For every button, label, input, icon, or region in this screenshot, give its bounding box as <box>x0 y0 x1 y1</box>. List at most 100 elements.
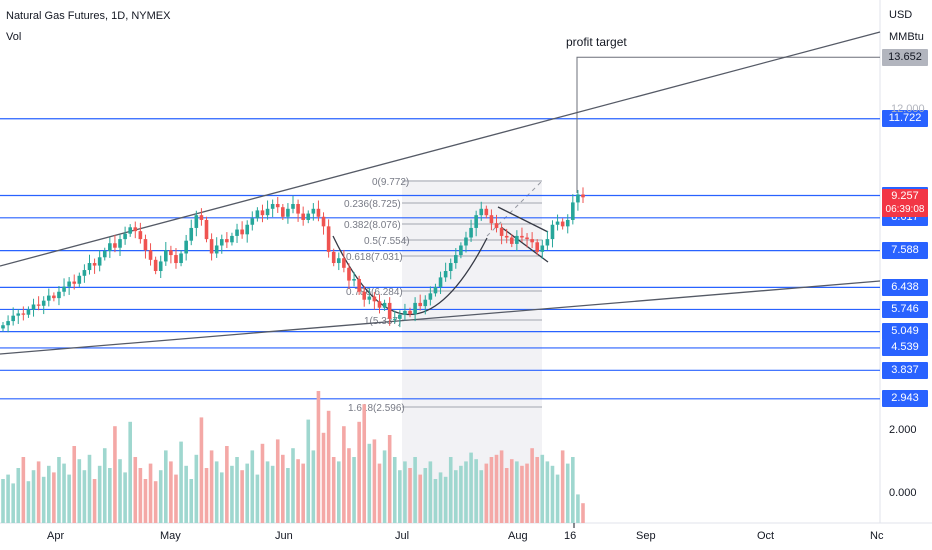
volume-bar <box>209 450 214 523</box>
candle-body <box>423 299 428 307</box>
candle-body <box>26 309 31 315</box>
candle-body <box>392 318 397 320</box>
candle-body <box>16 313 21 316</box>
lower-trend-line <box>0 280 881 355</box>
volume-bar <box>331 457 336 523</box>
fib-trend-line <box>486 180 543 237</box>
candle-body <box>250 218 255 225</box>
candle-body <box>194 215 199 228</box>
volume-bar <box>291 448 295 523</box>
candle-body <box>46 295 51 301</box>
fib-level-label: 0.618(7.031) <box>346 252 403 263</box>
candle-body <box>474 215 478 228</box>
volume-bar <box>286 468 290 523</box>
candle-body <box>387 302 392 319</box>
volume-bar <box>108 468 112 523</box>
candle-body <box>225 239 229 243</box>
volume-bar <box>403 461 407 523</box>
candle-body <box>403 310 407 315</box>
fib-level-label: 0.382(8.076) <box>344 220 401 231</box>
volume-bar <box>179 441 183 523</box>
volume-bar <box>26 481 31 523</box>
volume-bar <box>392 457 397 523</box>
volume-bar <box>520 465 524 523</box>
time-axis-label: May <box>160 530 181 542</box>
volume-bar <box>204 468 209 523</box>
volume-bar <box>413 457 417 523</box>
price-level-tag: 4.539 <box>882 339 928 357</box>
time-axis-label: Oct <box>757 530 775 542</box>
candle-body <box>581 194 585 198</box>
volume-bar <box>16 468 21 523</box>
profit-target-annotation[interactable]: profit target <box>566 35 627 49</box>
candle-body <box>499 227 504 236</box>
volume-bar <box>428 461 433 523</box>
candle-body <box>138 231 143 240</box>
candle-body <box>240 229 244 235</box>
candle-body <box>209 239 214 254</box>
cup-pattern-arc <box>332 235 488 315</box>
volume-bar <box>469 452 473 523</box>
volume-bar <box>560 450 565 523</box>
volume-bar <box>459 465 463 523</box>
candle-body <box>331 251 336 264</box>
unit-label[interactable]: MMBtu <box>889 31 924 43</box>
volume-bar <box>382 450 387 523</box>
candle-body <box>230 235 234 243</box>
candle-body <box>413 302 417 315</box>
volume-bar <box>240 470 244 523</box>
volume-bar <box>321 432 326 523</box>
candle-body <box>72 281 77 284</box>
volume-bar <box>102 448 107 523</box>
volume-bar <box>494 454 499 523</box>
volume-bar <box>230 465 234 523</box>
candle-body <box>21 313 26 315</box>
candle-body <box>342 258 346 268</box>
candle-body <box>362 291 367 300</box>
volume-bar <box>255 474 260 523</box>
volume-indicator-label[interactable]: Vol <box>6 31 22 43</box>
volume-axis-tick: 0.000 <box>889 487 917 499</box>
volume-bar <box>214 461 219 523</box>
volume-bar <box>184 465 188 523</box>
volume-bar <box>489 457 494 523</box>
candle-body <box>530 239 534 243</box>
chart-title[interactable]: Natural Gas Futures, 1D, NYMEX <box>6 10 171 22</box>
volume-bar <box>571 457 575 523</box>
candle-body <box>133 227 138 232</box>
fib-level-label: 1.618(2.596) <box>348 403 405 414</box>
volume-bar <box>357 421 361 523</box>
candle-body <box>352 278 356 281</box>
volume-bar <box>62 463 66 523</box>
candle-body <box>108 243 112 251</box>
volume-bar <box>275 439 280 523</box>
volume-bar <box>367 443 372 523</box>
price-level-tag: 13.652 <box>882 48 928 66</box>
candle-body <box>418 302 422 307</box>
volume-bar <box>565 463 570 523</box>
volume-bar <box>219 472 224 523</box>
candle-body <box>164 250 168 262</box>
candle-body <box>545 239 550 246</box>
volume-bar <box>82 470 87 523</box>
candle-body <box>199 215 204 220</box>
volume-bar <box>1 479 5 523</box>
candle-body <box>443 271 448 278</box>
candle-body <box>291 204 295 209</box>
candle-body <box>576 194 580 203</box>
volume-bar <box>77 459 82 523</box>
volume-bar <box>504 468 509 523</box>
currency-label[interactable]: USD <box>889 9 913 21</box>
candle-body <box>31 304 36 310</box>
candle-body <box>347 267 351 281</box>
candle-body <box>270 204 275 209</box>
candle-body <box>77 275 82 284</box>
candle-body <box>306 213 311 220</box>
price-level-tag: 5.746 <box>882 300 928 318</box>
volume-bar <box>174 474 178 523</box>
volume-bar <box>270 465 275 523</box>
candle-body <box>41 300 46 306</box>
volume-bar <box>352 457 356 523</box>
